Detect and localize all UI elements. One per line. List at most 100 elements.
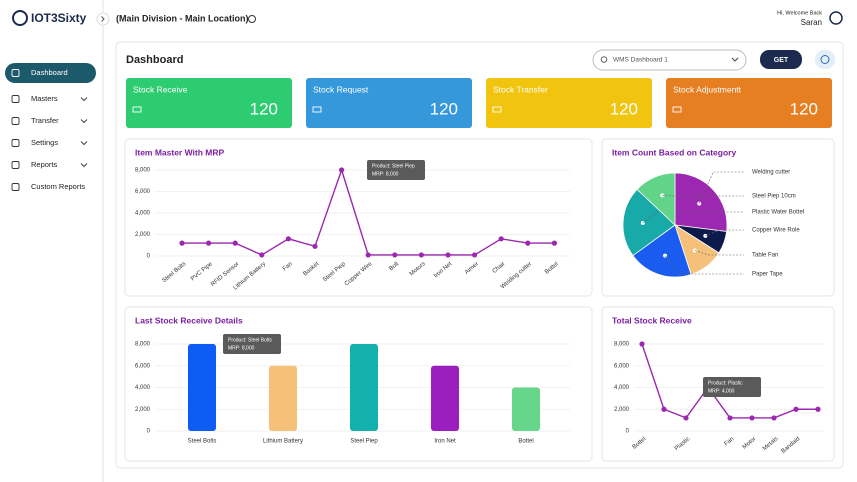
- stat-card[interactable]: [486, 78, 652, 128]
- point: [339, 167, 345, 173]
- x-tick-label: Steel Piep: [350, 439, 378, 445]
- point: [472, 252, 478, 258]
- point: [179, 240, 185, 246]
- tooltip: [703, 377, 761, 397]
- y-tick-label: 0: [147, 254, 151, 260]
- point: [259, 252, 265, 258]
- tooltip: [223, 334, 281, 354]
- stat-card-icon: [492, 106, 502, 113]
- y-tick-label: 6,000: [135, 363, 151, 369]
- chart-title: Last Stock Receive Details: [135, 315, 243, 325]
- y-tick-label: 2,000: [135, 407, 151, 413]
- leader-line: [662, 195, 744, 197]
- menu-arrow: [80, 141, 88, 146]
- x-tick-label: Iron Net: [434, 439, 456, 445]
- location-icon: [248, 15, 256, 23]
- bar: [188, 344, 216, 431]
- tooltip-text: MRP: 8,000: [228, 345, 255, 351]
- pie-slice: [674, 172, 728, 232]
- point: [525, 240, 531, 246]
- stat-card[interactable]: [306, 78, 472, 128]
- dropdown-arrow: [731, 57, 739, 62]
- leader-line: [698, 171, 744, 204]
- tooltip-text: Product: Steel Piep: [372, 163, 415, 169]
- refresh-button[interactable]: [815, 50, 835, 69]
- point: [639, 341, 645, 347]
- y-tick-label: 8,000: [614, 342, 630, 348]
- y-tick-label: 8,000: [135, 342, 151, 348]
- bar: [350, 344, 378, 431]
- dashboard-select[interactable]: [592, 49, 747, 71]
- collapse-button[interactable]: [96, 12, 110, 26]
- point: [232, 240, 238, 246]
- menu-item[interactable]: Custom Reports: [31, 182, 85, 191]
- point: [661, 406, 667, 412]
- point: [392, 252, 398, 258]
- x-tick-label: Bolt: [388, 261, 400, 272]
- page-title: Dashboard: [126, 54, 183, 66]
- search-icon: [600, 56, 608, 63]
- stat-card-value: 120: [610, 99, 638, 118]
- point: [206, 240, 212, 246]
- menu-item[interactable]: Dashboard: [31, 68, 68, 77]
- y-tick-label: 0: [147, 429, 151, 435]
- stat-card-icon: [672, 106, 682, 113]
- pie-label: Paper Tape: [752, 272, 783, 278]
- stat-card[interactable]: [126, 78, 292, 128]
- chart-title: Item Count Based on Category: [612, 147, 736, 157]
- menu-item[interactable]: Masters: [31, 94, 58, 103]
- point: [418, 252, 424, 258]
- menu-item[interactable]: Reports: [31, 160, 58, 169]
- tooltip-text: MRP: 4,000: [708, 388, 735, 394]
- stat-card[interactable]: [666, 78, 832, 128]
- stat-card-icon: [132, 106, 142, 113]
- y-tick-label: 6,000: [135, 189, 151, 195]
- get-button-label: GET: [774, 57, 789, 64]
- location: (Main Division - Main Location): [116, 13, 249, 23]
- menu-arrow: [80, 163, 88, 168]
- get-button[interactable]: [760, 50, 802, 69]
- stat-card-label: Stock Adjustmentt: [673, 84, 742, 94]
- y-tick-label: 4,000: [135, 211, 151, 217]
- x-tick-label: Bottel: [518, 439, 533, 445]
- point: [445, 252, 451, 258]
- greeting: Hi, Welcome Back: [777, 10, 822, 16]
- avatar[interactable]: [829, 11, 843, 25]
- point: [312, 243, 318, 249]
- menu-active[interactable]: [5, 63, 96, 83]
- chart-title: Total Stock Receive: [612, 315, 692, 325]
- pie-label: Plastic Water Bottel: [752, 210, 804, 216]
- point: [815, 406, 821, 412]
- y-tick-label: 2,000: [614, 407, 630, 413]
- stat-card-icon: [312, 106, 322, 113]
- leader-line: [642, 211, 744, 224]
- dashboard-select-value: WMS Dashboard 1: [613, 57, 668, 64]
- point: [365, 252, 371, 258]
- point: [749, 415, 755, 421]
- pie-slice: [636, 172, 676, 226]
- x-tick-label: Lithium Battery: [263, 439, 303, 445]
- point: [498, 236, 504, 242]
- point: [683, 415, 689, 421]
- menu-icon: [11, 69, 20, 77]
- menu-icon: [11, 95, 20, 103]
- logo: IOT3Sixty: [31, 11, 87, 25]
- y-tick-label: 0: [626, 429, 630, 435]
- refresh-icon: [820, 55, 830, 64]
- leader-line: [664, 255, 744, 275]
- menu-icon: [11, 161, 20, 169]
- y-tick-label: 6,000: [614, 363, 630, 369]
- menu-icon: [11, 139, 20, 147]
- pie-label: Welding cutter: [752, 170, 790, 176]
- bar: [431, 365, 459, 431]
- y-tick-label: 4,000: [614, 385, 630, 391]
- tooltip-text: Product: Plastic: [708, 380, 743, 386]
- menu-item[interactable]: Transfer: [31, 116, 59, 125]
- bar: [512, 387, 540, 431]
- menu-icon: [11, 183, 20, 191]
- menu-item[interactable]: Settings: [31, 138, 58, 147]
- point: [727, 415, 733, 421]
- x-tick-label: Fan: [282, 261, 294, 272]
- point: [285, 236, 291, 242]
